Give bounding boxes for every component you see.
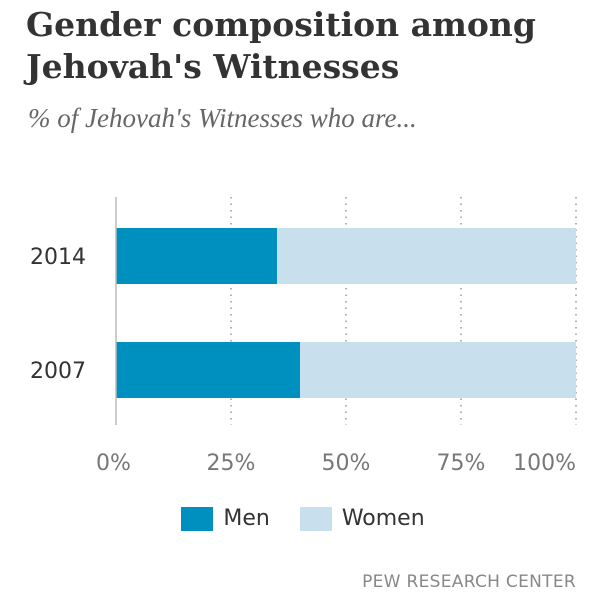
legend: Men Women	[0, 506, 606, 531]
bar-men-2014	[116, 228, 277, 284]
legend-item-men: Men	[181, 506, 270, 531]
x-tick-label: 25%	[207, 451, 256, 476]
legend-item-women: Women	[299, 506, 425, 531]
bars	[116, 228, 576, 398]
legend-label-men: Men	[223, 506, 270, 531]
x-tick-label: 0%	[96, 451, 131, 476]
legend-swatch-women	[299, 506, 332, 531]
chart-title: Gender composition among Jehovah's Witne…	[26, 5, 536, 86]
bar-women-2007	[300, 342, 576, 398]
bar-chart: 2014 2007 0% 25% 50% 75% 100%	[30, 197, 577, 476]
x-tick-label: 100%	[513, 451, 576, 476]
x-tick-label: 50%	[322, 451, 371, 476]
x-tick-labels: 0% 25% 50% 75% 100%	[96, 451, 576, 476]
category-labels: 2014 2007	[30, 245, 86, 384]
bar-women-2014	[277, 228, 576, 284]
x-tick-label: 75%	[437, 451, 486, 476]
chart-subtitle: % of Jehovah's Witnesses who are...	[28, 103, 417, 133]
source-credit: PEW RESEARCH CENTER	[362, 572, 576, 592]
category-label-2007: 2007	[30, 359, 86, 384]
bar-men-2007	[116, 342, 300, 398]
legend-label-women: Women	[341, 506, 425, 531]
legend-swatch-men	[181, 506, 214, 531]
category-label-2014: 2014	[30, 245, 86, 270]
